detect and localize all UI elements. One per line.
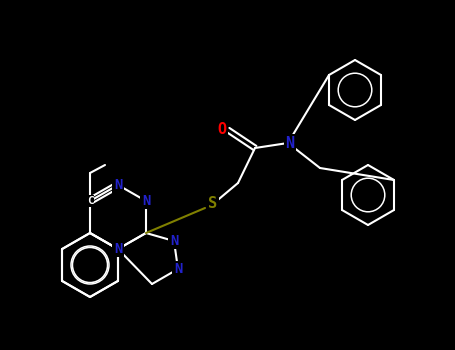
- Text: N: N: [114, 242, 122, 256]
- Text: C: C: [86, 196, 93, 206]
- Text: O: O: [217, 122, 227, 138]
- Text: N: N: [170, 234, 178, 248]
- Text: S: S: [208, 196, 217, 211]
- Text: N: N: [114, 178, 122, 192]
- Text: N: N: [285, 135, 294, 150]
- Text: N: N: [142, 194, 150, 208]
- Text: N: N: [174, 262, 182, 276]
